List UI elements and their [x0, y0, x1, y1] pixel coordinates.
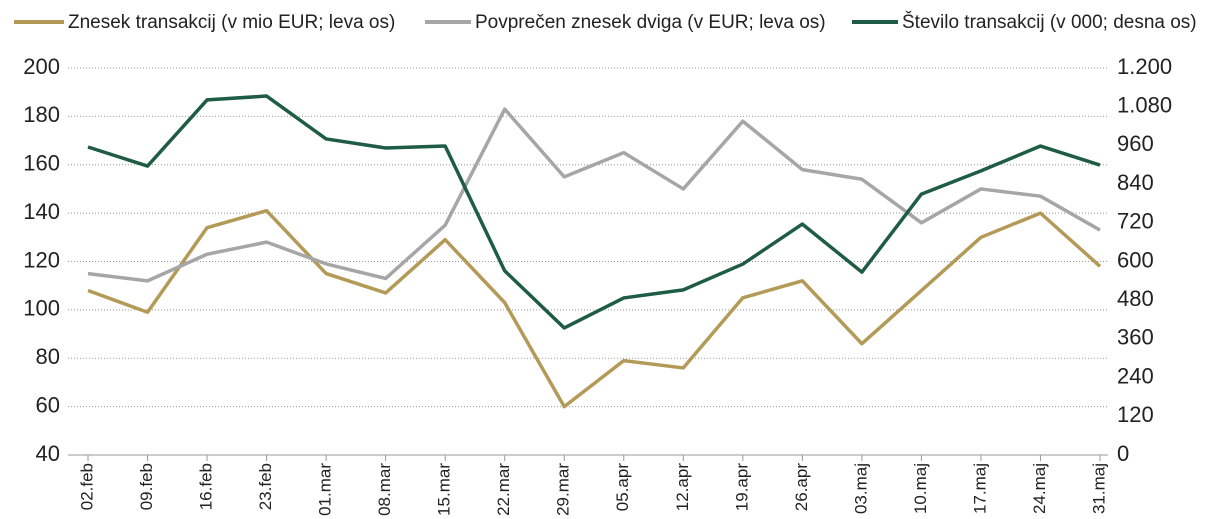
y-tick-label: 100: [23, 296, 60, 321]
x-tick-label: 24.maj: [1030, 463, 1049, 514]
y2-tick-label: 240: [1117, 363, 1154, 388]
y-tick-label: 180: [23, 102, 60, 127]
x-tick-label: 26.apr: [792, 463, 811, 512]
y2-tick-label: 960: [1117, 131, 1154, 156]
y2-tick-label: 120: [1117, 402, 1154, 427]
x-tick-label: 19.apr: [732, 463, 751, 512]
y2-tick-label: 1.080: [1117, 93, 1172, 118]
legend-label: Število transakcij (v 000; desna os): [902, 11, 1197, 33]
y2-tick-label: 600: [1117, 247, 1154, 272]
x-tick-label: 03.maj: [851, 463, 870, 514]
x-tick-label: 08.mar: [375, 463, 394, 516]
x-tick-label: 02.feb: [77, 463, 96, 510]
series-line: [87, 208, 1102, 409]
y-tick-label: 60: [36, 392, 60, 417]
series-line: [87, 107, 1101, 283]
y-tick-label: 160: [23, 151, 60, 176]
x-tick-label: 17.maj: [970, 463, 989, 514]
y2-tick-label: 720: [1117, 209, 1154, 234]
x-tick-label: 01.mar: [316, 463, 335, 516]
x-tick-label: 29.mar: [554, 463, 573, 516]
y-tick-label: 200: [23, 54, 60, 79]
y2-tick-label: 360: [1117, 325, 1154, 350]
y-tick-label: 140: [23, 199, 60, 224]
series-line: [87, 94, 1101, 330]
x-tick-label: 10.maj: [911, 463, 930, 514]
y2-tick-label: 0: [1117, 441, 1129, 466]
y2-tick-label: 840: [1117, 170, 1154, 195]
x-tick-label: 16.feb: [197, 463, 216, 510]
y-tick-label: 40: [36, 441, 60, 466]
y-tick-label: 120: [23, 247, 60, 272]
x-tick-label: 15.mar: [435, 463, 454, 516]
x-tick-label: 31.maj: [1089, 463, 1108, 514]
legend-label: Znesek transakcij (v mio EUR; leva os): [68, 12, 395, 33]
x-tick-label: 22.mar: [494, 463, 513, 516]
x-tick-label: 23.feb: [256, 463, 275, 510]
x-tick-label: 09.feb: [137, 463, 156, 510]
y2-tick-label: 480: [1117, 286, 1154, 311]
x-tick-label: 12.apr: [673, 463, 692, 512]
legend-label: Povprečen znesek dviga (v EUR; leva os): [475, 12, 826, 33]
y2-tick-label: 1.200: [1117, 54, 1172, 79]
y-tick-label: 80: [36, 344, 60, 369]
x-tick-label: 05.apr: [613, 463, 632, 512]
